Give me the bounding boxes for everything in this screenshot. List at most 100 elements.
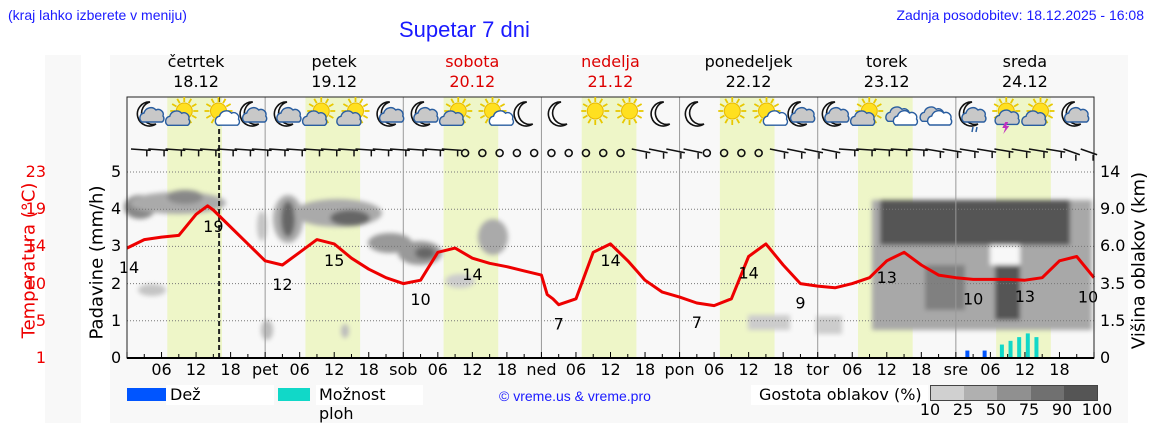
location-menu-hint[interactable]: (kraj lahko izberete v meniju) (8, 7, 187, 23)
wind-barb-icon (338, 148, 359, 157)
daylight-band (305, 97, 361, 358)
wind-barb-icon (286, 148, 307, 157)
day-name: nedelja (581, 52, 640, 71)
temp-tick: 10 (25, 273, 46, 293)
wind-barb-icon (217, 148, 238, 157)
temp-label: 10 (963, 289, 983, 308)
time-tick: 18 (634, 360, 656, 379)
temp-tick: 14 (25, 236, 46, 256)
moon-cloud-icon (239, 101, 268, 127)
density-tick: 50 (985, 400, 1007, 419)
calm-wind-icon (719, 148, 729, 158)
sun-cloud-icon (849, 97, 884, 126)
cloud-height-axis-title: Višina oblakov (km) (1128, 171, 1150, 350)
day-date: 22.12 (725, 72, 772, 91)
wind-barb-icon (942, 148, 962, 159)
calm-wind-icon (702, 148, 712, 158)
day-date: 23.12 (863, 72, 910, 91)
moon-cloud-icon (821, 101, 850, 127)
density-tick: 25 (952, 400, 974, 419)
wind-barb-icon (1080, 148, 1098, 161)
temp-label: 13 (1015, 287, 1035, 306)
cloud-density-scale (930, 385, 1098, 401)
page-title: Supetar 7 dni (399, 17, 530, 42)
cloud-height-tick: 14 (1100, 162, 1121, 181)
moon-cloud-icon (410, 101, 439, 127)
moon-cloud-icon (273, 101, 302, 127)
moon-cloud-icon (376, 101, 405, 127)
wind-barb-icon (234, 148, 255, 157)
wind-barb-icon (873, 148, 894, 157)
moon-icon (650, 101, 671, 127)
wind-barb-icon (890, 148, 911, 157)
wind-barb-icon (838, 148, 859, 157)
day-header-5: torek 23.12 (818, 52, 956, 92)
time-tick: 12 (876, 360, 897, 379)
sun-thunder-icon (992, 97, 1021, 134)
wind-barb-icon (130, 148, 151, 157)
density-swatch (964, 386, 998, 400)
rain-tick: 1 (111, 310, 122, 330)
wind-barb-icon (355, 148, 376, 157)
time-tick: 06 (427, 360, 448, 379)
cloud-height-tick: 3.5 (1100, 273, 1126, 293)
time-tick: ned (526, 360, 557, 379)
time-tick: 06 (703, 360, 725, 379)
temp-label: 10 (410, 290, 430, 309)
day-name: petek (311, 52, 357, 71)
temp-label: 15 (324, 251, 344, 270)
sun-small-cloud-icon (204, 97, 241, 126)
time-tick: 06 (289, 360, 310, 379)
wind-barb-icon (821, 148, 841, 159)
density-swatch (1063, 386, 1098, 400)
wind-barb-icon (200, 148, 220, 157)
wind-barb-icon (994, 148, 1014, 159)
density-swatch (931, 386, 965, 400)
wind-barb-icon (683, 148, 703, 159)
time-tick: sre (943, 360, 969, 379)
wind-barb-icon (148, 148, 169, 157)
moon-cloud-rain-icon (958, 101, 987, 133)
temp-label: 12 (272, 275, 292, 294)
wind-barb-icon (320, 148, 341, 157)
time-tick: 12 (462, 360, 483, 379)
rain-axis-title-wrap: Padavine (mm/h) (82, 160, 112, 360)
calm-wind-icon (754, 148, 763, 158)
temp-tick: 23 (25, 162, 46, 181)
sun-cloud-icon (1021, 97, 1055, 126)
wind-barb-icon (303, 148, 324, 157)
wind-barb-icon (441, 148, 462, 157)
daylight-band (581, 97, 637, 358)
sun-icon (581, 97, 610, 125)
showers-legend-swatch (278, 388, 310, 401)
wind-barb-icon (251, 148, 272, 157)
rain-tick: 0 (111, 348, 122, 367)
temp-axis-panel (45, 55, 81, 423)
cloud-height-tick: 6.0 (1100, 236, 1126, 256)
time-tick: 18 (911, 360, 932, 379)
moon-cloud-icon (787, 101, 816, 127)
time-tick: 18 (496, 360, 518, 379)
sun-icon (718, 97, 747, 125)
wind-barb-icon (182, 148, 203, 157)
precip-bar (1017, 337, 1022, 358)
density-tick: 100 (1081, 400, 1113, 419)
rain-legend-swatch (127, 388, 175, 401)
day-header-0: četrtek 18.12 (127, 52, 265, 92)
calm-wind-icon (737, 148, 746, 158)
wind-barb-icon (389, 148, 410, 157)
rain-tick: 3 (111, 236, 122, 256)
moon-icon (547, 101, 568, 127)
density-swatch (997, 386, 1031, 400)
precip-bar (1034, 337, 1039, 358)
temp-label: 7 (554, 315, 564, 334)
precip-bar (982, 350, 987, 358)
wind-barb-icon (1046, 148, 1066, 159)
copyright-link[interactable]: © vreme.us & vreme.pro (499, 388, 651, 404)
sun-cloud-icon (164, 97, 199, 126)
calm-wind-icon (495, 148, 504, 158)
wind-barb-icon (631, 148, 651, 159)
day-date: 20.12 (449, 72, 496, 91)
day-date: 18.12 (173, 72, 219, 91)
day-header-2: sobota 20.12 (403, 52, 541, 92)
